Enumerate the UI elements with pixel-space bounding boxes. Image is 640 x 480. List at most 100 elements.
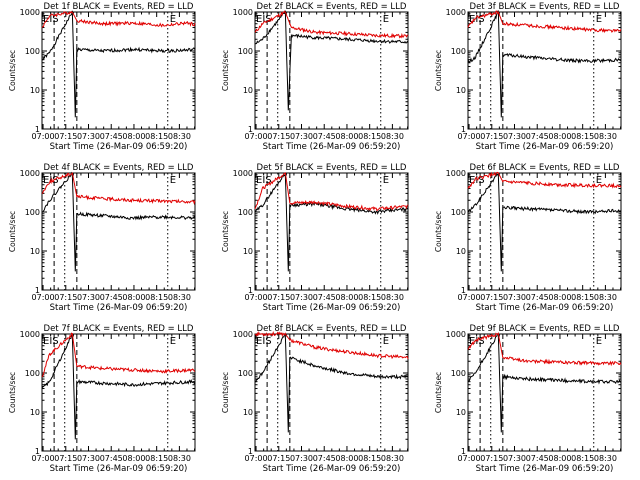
x-tick-label: 07:30 xyxy=(290,293,313,302)
marker-label: E xyxy=(596,14,602,25)
x-tick-label: 07:45 xyxy=(100,454,123,463)
series-line xyxy=(467,332,622,367)
series-line xyxy=(254,330,409,360)
x-tick-label: 08:15 xyxy=(358,293,381,302)
chart-title: Det 1f BLACK = Events, RED = LLD xyxy=(44,2,194,12)
y-tick-label: 10 xyxy=(30,408,40,417)
x-tick-label: 07:00 xyxy=(245,454,268,463)
x-tick-label: 07:00 xyxy=(32,454,55,463)
x-tick-label: 07:45 xyxy=(313,132,336,141)
y-tick-label: 100 xyxy=(25,47,40,56)
x-tick-label: 08:15 xyxy=(358,454,381,463)
chart-title: Det 5f BLACK = Events, RED = LLD xyxy=(257,163,407,173)
chart-title: Det 4f BLACK = Events, RED = LLD xyxy=(44,163,194,173)
chart-panel: Det 9f BLACK = Events, RED = LLD 1 10 100 10… xyxy=(434,324,622,474)
x-tick-label: 08:30 xyxy=(381,293,404,302)
x-tick-label: 08:30 xyxy=(168,132,191,141)
plot-frame xyxy=(467,333,622,452)
x-tick-label: 07:00 xyxy=(245,293,268,302)
plot-frame xyxy=(41,172,196,291)
chart-panel: Det 6f BLACK = Events, RED = LLD 1 10 100 10… xyxy=(434,163,622,313)
marker-label: E xyxy=(596,336,602,347)
y-tick-label: 1 xyxy=(248,447,253,456)
marker-label: EIS xyxy=(256,14,272,25)
chart-title: Det 9f BLACK = Events, RED = LLD xyxy=(470,324,620,334)
y-tick-label: 1000 xyxy=(233,169,253,178)
x-tick-label: 08:30 xyxy=(381,132,404,141)
x-tick-label: 07:00 xyxy=(245,132,268,141)
x-axis-label: Start Time (26-Mar-09 06:59:20) xyxy=(263,303,401,313)
chart-panel: Det 3f BLACK = Events, RED = LLD 1 10 100 10… xyxy=(434,2,622,152)
x-tick-label: 07:15 xyxy=(54,293,77,302)
x-axis-label: Start Time (26-Mar-09 06:59:20) xyxy=(476,142,614,152)
chart-panel: Det 8f BLACK = Events, RED = LLD 1 10 100 10… xyxy=(221,324,409,474)
x-tick-label: 07:45 xyxy=(526,454,549,463)
x-tick-label: 08:00 xyxy=(548,454,571,463)
chart-panel: Det 1f BLACK = Events, RED = LLD 1 10 100 10… xyxy=(8,2,196,152)
y-tick-label: 10 xyxy=(456,86,466,95)
x-tick-label: 08:15 xyxy=(145,132,168,141)
x-tick-label: 07:45 xyxy=(526,293,549,302)
x-tick-label: 08:15 xyxy=(571,454,594,463)
y-axis-label: Counts/sec xyxy=(221,211,230,252)
x-tick-label: 07:15 xyxy=(54,132,77,141)
y-axis-label: Counts/sec xyxy=(221,372,230,413)
chart-title: Det 6f BLACK = Events, RED = LLD xyxy=(470,163,620,173)
series-line xyxy=(41,10,196,28)
plot-frame xyxy=(254,11,409,130)
series-line xyxy=(41,332,196,378)
y-tick-label: 1 xyxy=(248,286,253,295)
x-tick-label: 07:30 xyxy=(77,132,100,141)
plot-frame xyxy=(254,333,409,452)
marker-label: E xyxy=(170,336,176,347)
y-tick-label: 1000 xyxy=(233,330,253,339)
x-tick-label: 08:00 xyxy=(335,454,358,463)
x-tick-label: 08:00 xyxy=(122,454,145,463)
marker-label: EIS xyxy=(43,336,59,347)
chart-panel: Det 5f BLACK = Events, RED = LLD 1 10 100 10… xyxy=(221,163,409,313)
x-tick-label: 08:30 xyxy=(594,293,617,302)
x-tick-label: 08:30 xyxy=(168,293,191,302)
series-line xyxy=(42,10,196,118)
marker-label: E xyxy=(596,175,602,186)
x-tick-label: 08:15 xyxy=(571,132,594,141)
marker-label: EIS xyxy=(469,14,485,25)
x-tick-label: 07:30 xyxy=(77,293,100,302)
x-axis-label: Start Time (26-Mar-09 06:59:20) xyxy=(263,142,401,152)
x-tick-label: 07:15 xyxy=(267,293,290,302)
series-line xyxy=(467,333,622,433)
x-tick-label: 08:00 xyxy=(548,132,571,141)
chart-panel: Det 2f BLACK = Events, RED = LLD 1 10 100 10… xyxy=(221,2,409,152)
chart-title: Det 3f BLACK = Events, RED = LLD xyxy=(470,2,620,12)
marker-label: EIS xyxy=(256,175,272,186)
x-tick-label: 07:30 xyxy=(77,454,100,463)
x-axis-label: Start Time (26-Mar-09 06:59:20) xyxy=(50,303,188,313)
y-tick-label: 1 xyxy=(461,286,466,295)
x-tick-label: 07:45 xyxy=(526,132,549,141)
y-tick-label: 1 xyxy=(248,125,253,134)
marker-label: E xyxy=(383,336,389,347)
y-tick-label: 1000 xyxy=(20,169,40,178)
y-tick-label: 1000 xyxy=(233,8,253,17)
x-axis-label: Start Time (26-Mar-09 06:59:20) xyxy=(263,464,401,474)
y-tick-label: 1000 xyxy=(446,8,466,17)
x-tick-label: 08:00 xyxy=(335,132,358,141)
x-tick-label: 07:45 xyxy=(313,293,336,302)
chart-panel: Det 4f BLACK = Events, RED = LLD 1 10 100 10… xyxy=(8,163,196,313)
chart-panel: Det 7f BLACK = Events, RED = LLD 1 10 100 10… xyxy=(8,324,196,474)
plot-frame xyxy=(41,333,196,452)
plot-frame xyxy=(467,172,622,291)
x-tick-label: 07:15 xyxy=(480,132,503,141)
y-tick-label: 1000 xyxy=(446,169,466,178)
y-tick-label: 100 xyxy=(451,208,466,217)
x-tick-label: 08:00 xyxy=(335,293,358,302)
y-tick-label: 10 xyxy=(243,247,253,256)
plot-frame xyxy=(467,11,622,130)
marker-label: EIS xyxy=(469,336,485,347)
chart-title: Det 2f BLACK = Events, RED = LLD xyxy=(257,2,407,12)
x-tick-label: 07:45 xyxy=(100,293,123,302)
y-axis-label: Counts/sec xyxy=(8,50,17,91)
series-line xyxy=(41,172,196,206)
marker-label: E xyxy=(383,175,389,186)
